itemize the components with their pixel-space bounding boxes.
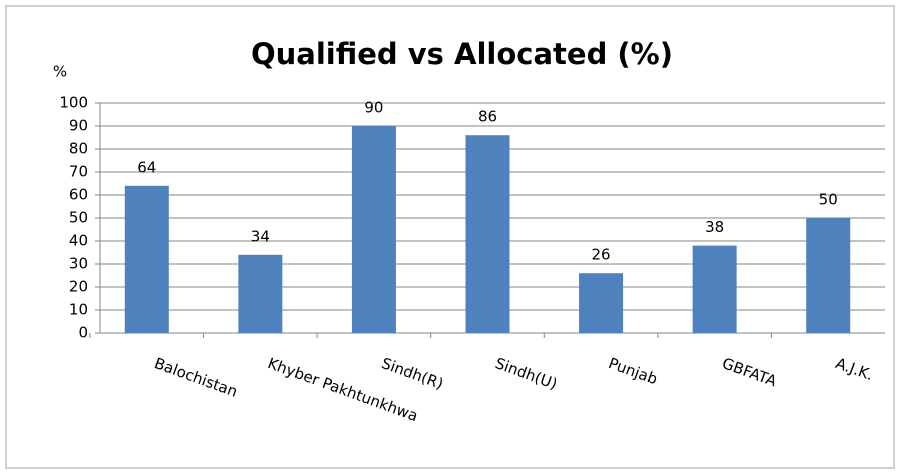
y-tick-label: 0 bbox=[78, 324, 88, 342]
chart-title: Qualified vs Allocated (%) bbox=[251, 37, 673, 71]
y-tick-label: 90 bbox=[69, 117, 88, 135]
y-tick-label: 50 bbox=[69, 209, 88, 227]
data-label: 50 bbox=[819, 191, 838, 209]
bar bbox=[124, 185, 169, 333]
bar bbox=[238, 254, 283, 333]
bar bbox=[579, 273, 624, 333]
y-axis-label: % bbox=[53, 63, 67, 81]
bar bbox=[806, 218, 851, 333]
y-tick-label: 100 bbox=[59, 94, 88, 112]
bar bbox=[351, 126, 396, 333]
data-label: 26 bbox=[592, 246, 611, 264]
data-label: 90 bbox=[364, 99, 383, 117]
y-tick-label: 70 bbox=[69, 163, 88, 181]
bar bbox=[465, 135, 510, 333]
y-tick-label: 80 bbox=[69, 140, 88, 158]
data-label: 34 bbox=[251, 227, 270, 245]
y-tick-label: 30 bbox=[69, 255, 88, 273]
data-label: 86 bbox=[478, 108, 497, 126]
y-tick-label: 10 bbox=[69, 301, 88, 319]
data-label: 38 bbox=[705, 218, 724, 236]
data-label: 64 bbox=[137, 158, 156, 176]
y-tick-label: 20 bbox=[69, 278, 88, 296]
y-tick-label: 40 bbox=[69, 232, 88, 250]
bar bbox=[692, 245, 737, 333]
y-tick-label: 60 bbox=[69, 186, 88, 204]
